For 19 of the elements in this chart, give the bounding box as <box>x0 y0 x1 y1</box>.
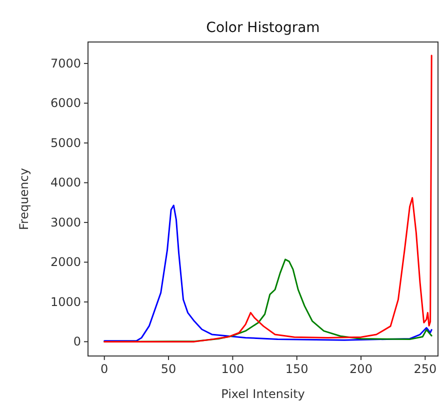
x-tick-label: 150 <box>285 362 308 376</box>
line-series <box>104 204 432 342</box>
x-tick-label: 250 <box>414 362 437 376</box>
y-tick-label: 4000 <box>50 176 81 190</box>
x-tick-label: 0 <box>100 362 108 376</box>
y-tick-label: 1000 <box>50 294 81 309</box>
x-tick-label: 50 <box>160 362 176 376</box>
y-tick-label: 7000 <box>50 56 81 70</box>
y-tick-label: 2000 <box>50 255 81 270</box>
x-axis-title: Pixel Intensity <box>221 387 305 401</box>
x-tick-label: 200 <box>350 362 372 376</box>
y-tick-label: 6000 <box>50 96 81 110</box>
x-tick-label: 100 <box>221 362 244 376</box>
line-series <box>104 54 432 342</box>
y-tick-label: 0 <box>73 334 81 349</box>
chart-title: Color Histogram <box>206 20 320 36</box>
y-tick-label: 5000 <box>50 136 81 150</box>
y-tick-label: 3000 <box>50 215 81 230</box>
y-axis-title: Frequency <box>17 168 31 230</box>
